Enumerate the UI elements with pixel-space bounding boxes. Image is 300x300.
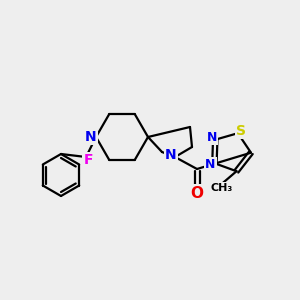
Text: N: N [85, 130, 97, 144]
Text: F: F [83, 154, 93, 167]
Text: N: N [207, 131, 217, 144]
Text: O: O [190, 185, 203, 200]
Text: N: N [205, 158, 216, 171]
Text: CH₃: CH₃ [210, 183, 232, 193]
Text: S: S [236, 124, 246, 138]
Text: N: N [165, 148, 177, 162]
